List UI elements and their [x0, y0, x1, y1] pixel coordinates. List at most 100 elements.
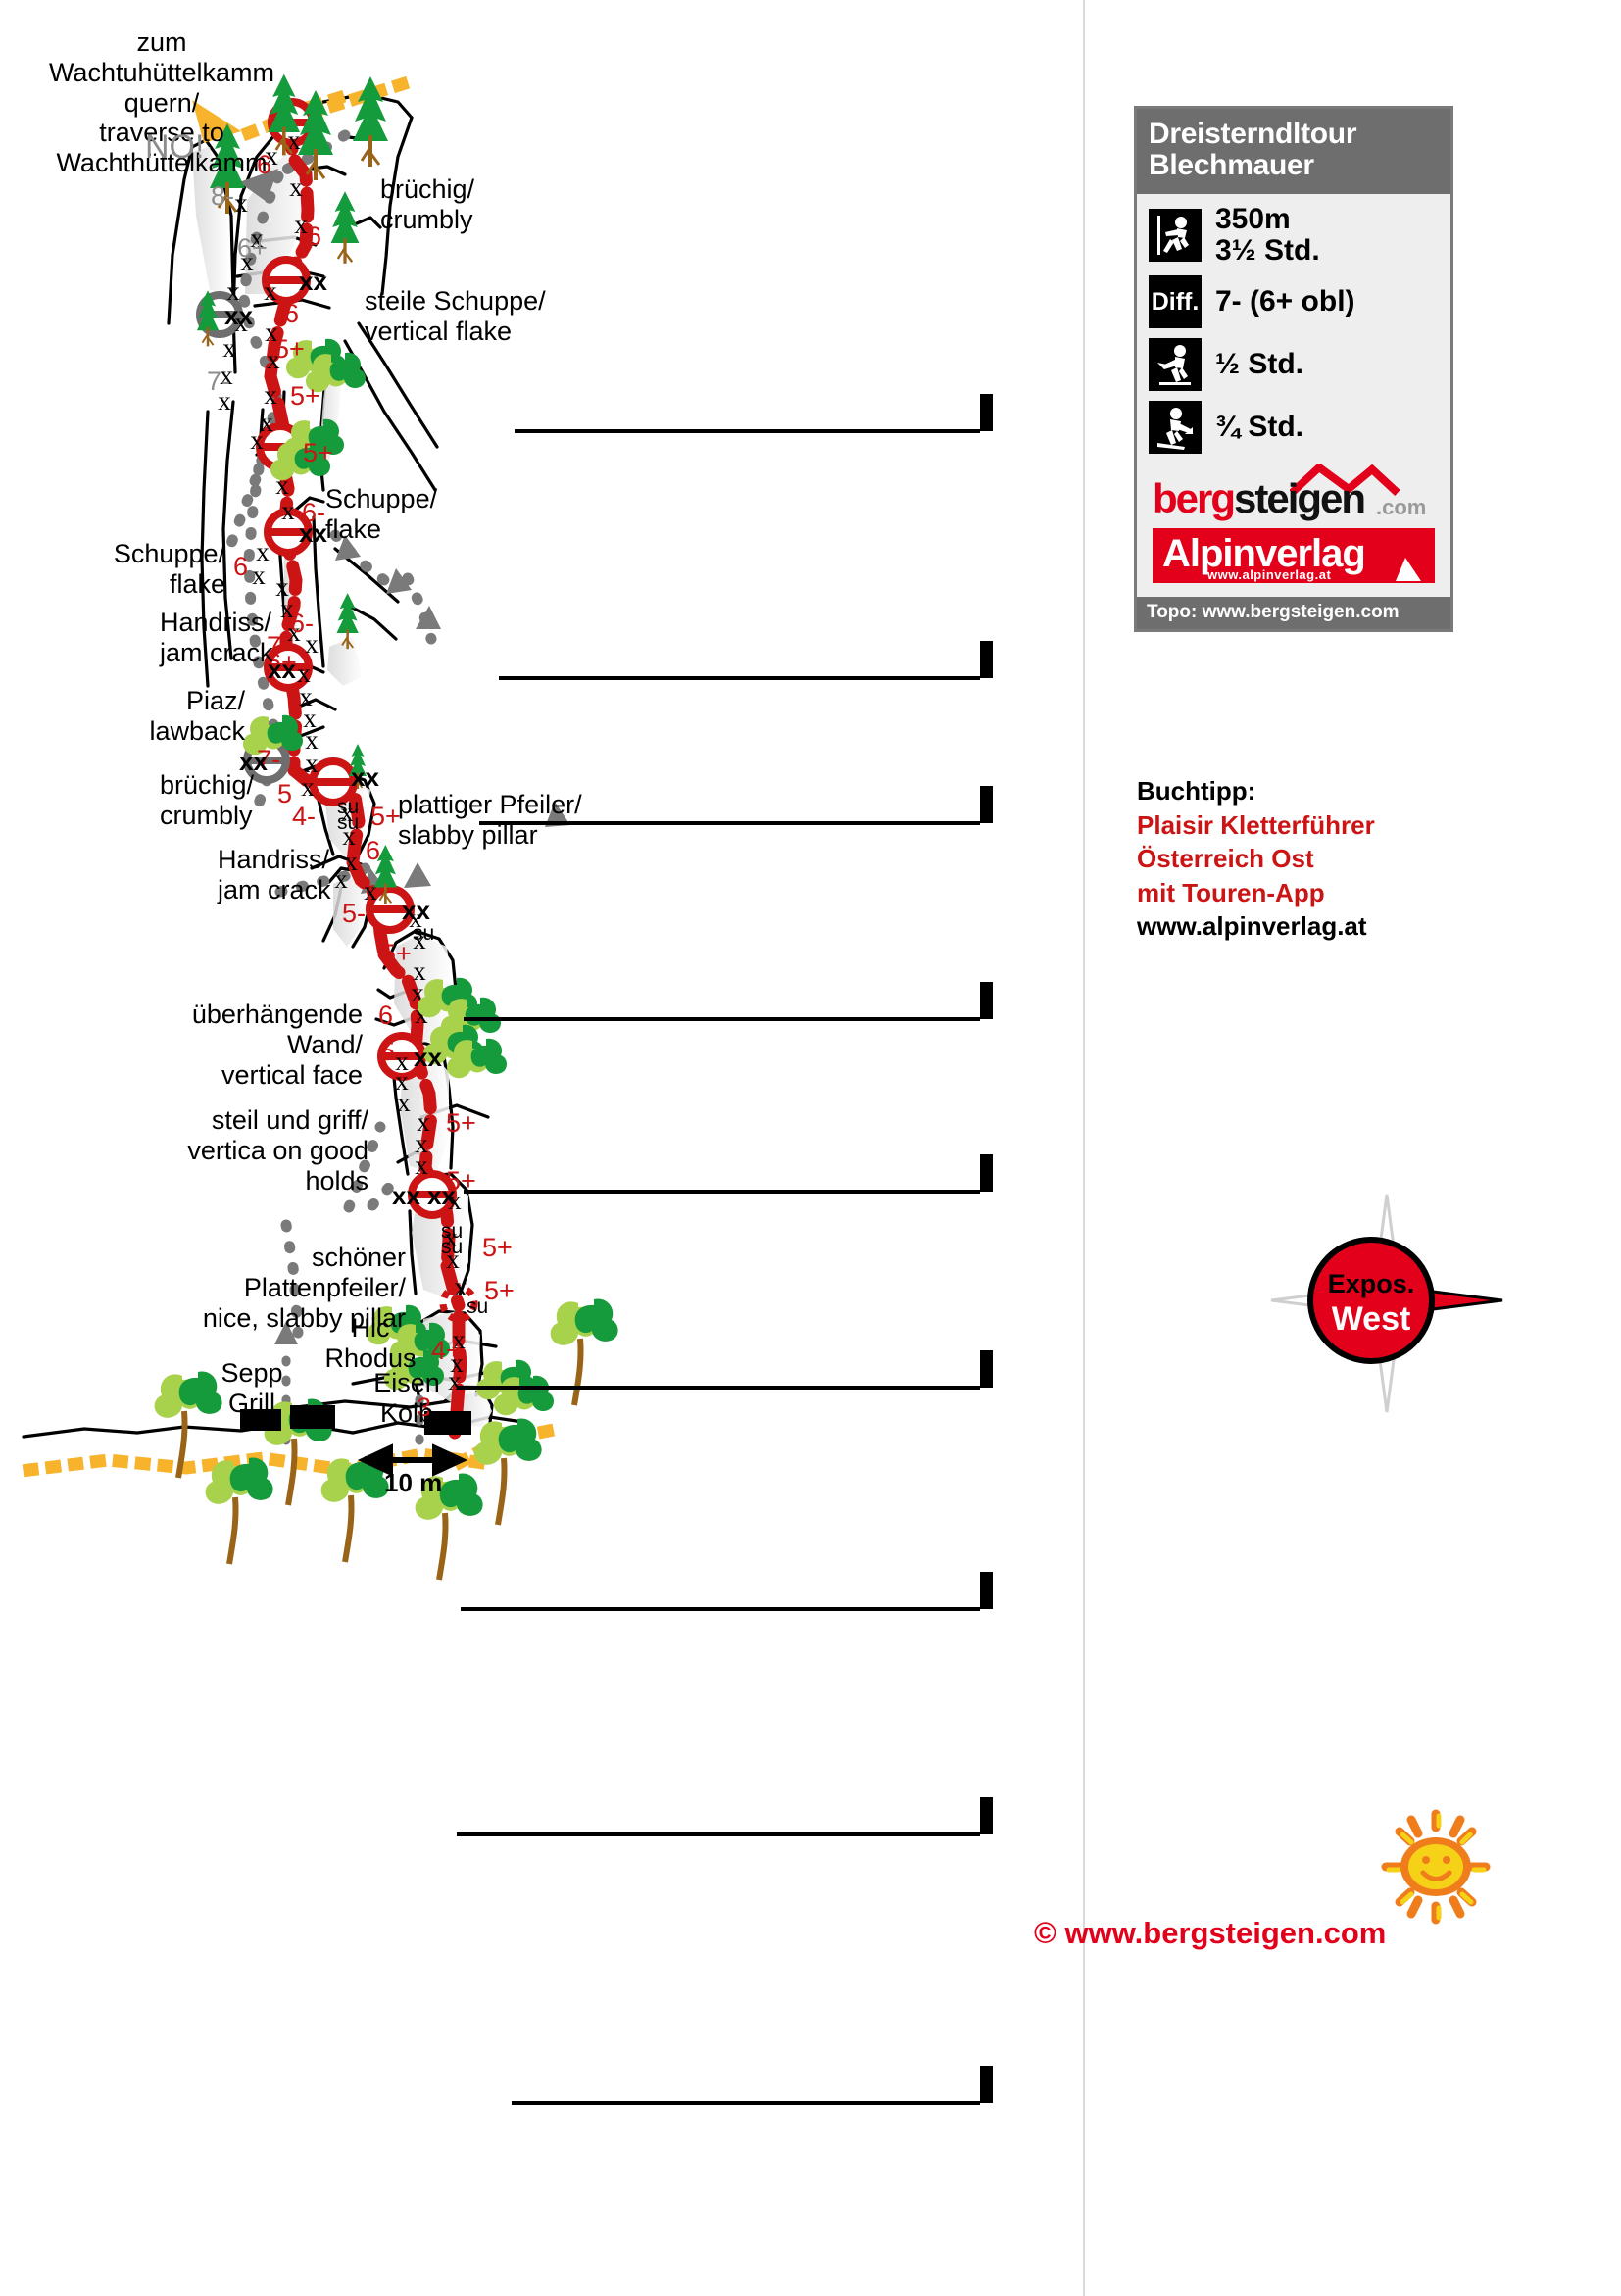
route-grade-g-7minus-c: 7-	[257, 745, 281, 774]
approach-time: ½ Std.	[1215, 348, 1304, 381]
annotation-line: Hic	[351, 1313, 390, 1343]
panel-divider	[1083, 0, 1085, 2296]
route-difficulty: 7- (6+ obl)	[1215, 285, 1355, 318]
route-grade-g-7minus-b: 7-	[267, 631, 291, 660]
svg-text:x: x	[299, 682, 313, 711]
svg-text:x: x	[287, 617, 301, 647]
route-grade-g-6-b: 6	[307, 221, 322, 251]
route-time: 3½ Std.	[1215, 233, 1320, 267]
belay-xx-label: xx	[414, 1043, 442, 1072]
annotation-line: Schuppe/	[325, 484, 438, 513]
belay-xx-label: xx	[299, 518, 327, 548]
topo-source-footer: Topo: www.bergsteigen.com	[1137, 597, 1450, 630]
pitch-rule	[512, 2101, 980, 2105]
annotation-line: steil und griff/	[211, 1105, 368, 1135]
route-grade-g-5plus-b: 5+	[290, 381, 320, 411]
sanduhr-marker: su	[413, 922, 435, 945]
annotation-line: brüchig/	[160, 770, 255, 800]
sanduhr-marker: su	[337, 811, 360, 834]
annotation-line: schöner Plattenpfeiler/	[243, 1243, 406, 1302]
belay-xx-label: xx	[402, 896, 430, 925]
route-grade-g-5-a: 5	[277, 779, 293, 808]
annotation-traverse-line1: zum Wachtuhüttelkamm quern/	[48, 27, 275, 118]
svg-text:x: x	[305, 749, 319, 778]
annotation-line: brüchig/	[380, 174, 475, 204]
copyright-url[interactable]: www.bergsteigen.com	[1064, 1916, 1387, 1950]
belay-xx-label: xx	[392, 1181, 420, 1210]
annotation-line: Schuppe/	[113, 539, 225, 568]
book-tip-url[interactable]: www.alpinverlag.at	[1137, 911, 1367, 942]
pitch-tick	[980, 982, 993, 1019]
route-grade-g-6minus-a: 6-	[302, 498, 326, 527]
svg-text:x: x	[364, 876, 377, 905]
svg-text:x: x	[397, 1088, 411, 1117]
route-grade-g-8minus: 8-	[211, 181, 235, 211]
svg-text:x: x	[342, 821, 356, 851]
svg-text:x: x	[218, 386, 231, 415]
route-grade-g-5plus-a: 5+	[274, 334, 305, 364]
svg-text:x: x	[264, 276, 277, 306]
svg-text:x: x	[446, 1245, 460, 1274]
route-title-line1: Dreisterndltour	[1149, 118, 1357, 150]
sanduhr-marker: su	[441, 1236, 464, 1258]
logo-berg: berg	[1153, 475, 1236, 522]
svg-text:x: x	[395, 1066, 409, 1096]
sanduhr-marker: su	[441, 1220, 464, 1243]
svg-text:x: x	[454, 1272, 467, 1301]
annotation-line: plattiger Pfeiler/	[398, 790, 582, 819]
svg-text:x: x	[222, 333, 236, 363]
annotation-ueberhaengende-wand: überhängende Wand/ vertical face	[127, 1000, 363, 1090]
belay-xx-label: xx	[351, 762, 379, 792]
annotation-line: crumbly	[380, 204, 473, 234]
info-row-approach: ½ Std.	[1149, 338, 1441, 392]
annotation-line: flake	[169, 568, 225, 599]
svg-text:x: x	[305, 629, 319, 659]
pitch-rule	[457, 1832, 980, 1836]
svg-text:x: x	[234, 308, 248, 337]
copyright-line: © www.bergsteigen.com	[1034, 1916, 1386, 1951]
route-grade-g-6plus-b: 6+	[267, 648, 297, 677]
route-info-header: Dreisterndltour Blechmauer	[1137, 109, 1450, 194]
copyright-mark: ©	[1034, 1916, 1056, 1950]
route-grade-g-5plus-h: 5+	[482, 1233, 513, 1262]
route-grade-g-3: 3	[417, 1392, 432, 1422]
svg-text:x: x	[444, 1223, 458, 1252]
climbing-topo-drawing: xx xx xx xx xx xx xx xx xx xx xx xx xx x…	[22, 72, 1083, 2296]
pitch-tick	[980, 1572, 993, 1609]
svg-text:x: x	[297, 659, 311, 688]
annotation-schuppe-flake-lower: Schuppe/ flake	[59, 539, 225, 600]
svg-text:x: x	[303, 704, 317, 733]
sanduhr-marker: su	[467, 1295, 489, 1318]
svg-text:x: x	[344, 847, 358, 876]
route-info-box: Dreisterndltour Blechmauer 350m 3½ Std.	[1134, 106, 1453, 633]
book-tip-line2: Österreich Ost	[1137, 844, 1314, 874]
annotation-piaz: Piaz/ lawback	[59, 686, 245, 747]
annotation-sepp-grill: Sepp Grill	[210, 1358, 294, 1419]
annotation-handriss-lower: Handriss/ jam crack	[218, 845, 331, 905]
approach-hiker-icon	[1149, 338, 1202, 392]
pitch-rule	[499, 676, 980, 680]
book-tip-block: Buchtipp: Plaisir Kletterführer Österrei…	[1137, 774, 1375, 944]
svg-text:x: x	[250, 223, 264, 253]
annotation-no: NO!	[145, 128, 205, 166]
info-length-time: 350m 3½ Std.	[1215, 203, 1320, 267]
route-info-body: 350m 3½ Std. Diff. 7- (6+ obl) ½ Std	[1137, 193, 1450, 598]
annotation-hic-rhodus: Hic Rhodus	[321, 1313, 419, 1374]
pitch-rule	[479, 821, 980, 825]
route-grade-g-6-c: 6	[284, 299, 300, 328]
compass-expos-label: Expos.	[1328, 1269, 1415, 1298]
belay-xx-label: xx	[427, 1181, 456, 1210]
pitch-rule	[457, 1386, 980, 1390]
svg-text:x: x	[240, 247, 254, 276]
route-grade-g-6plus: 6+	[237, 233, 268, 263]
svg-text:x: x	[220, 361, 233, 390]
svg-text:x: x	[301, 772, 315, 802]
difficulty-icon: Diff.	[1149, 275, 1202, 329]
belay-xx-label: xx	[299, 267, 327, 296]
info-row-difficulty: Diff. 7- (6+ obl)	[1149, 275, 1441, 329]
annotation-schuppe-flake-upper: Schuppe/ flake	[325, 484, 437, 545]
route-grade-g-7minus-a: 7-	[207, 366, 231, 396]
annotation-line: Kolb	[379, 1397, 434, 1428]
svg-text:x: x	[250, 425, 264, 455]
svg-text:x: x	[289, 172, 303, 202]
